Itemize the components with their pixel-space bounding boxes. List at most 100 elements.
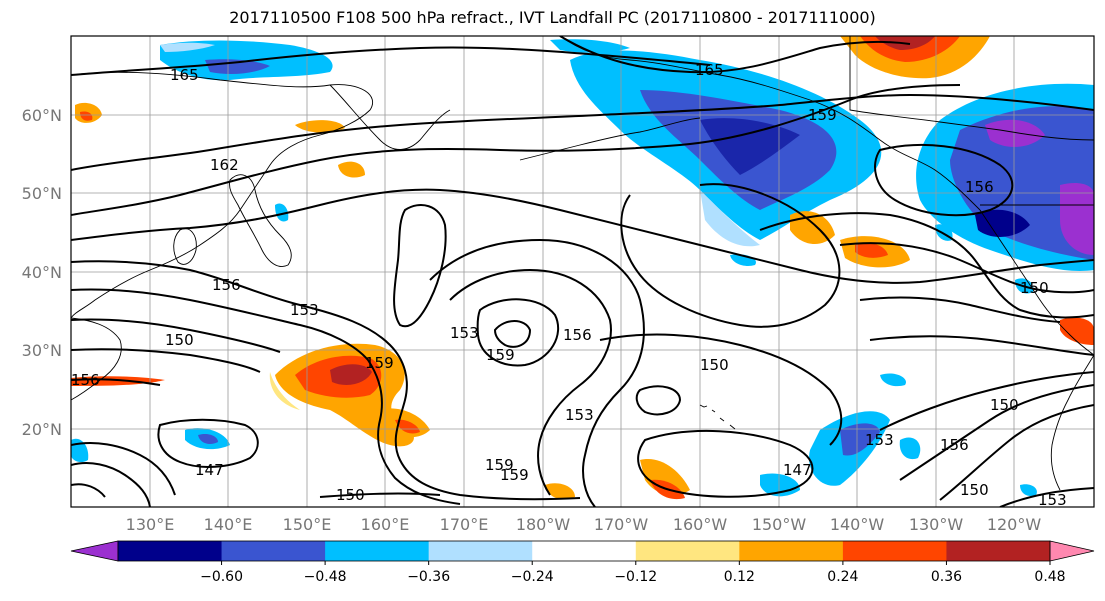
shading-darkred-central [330,364,372,385]
contour-label: 153 [1038,491,1067,509]
contour-sw-3 [71,483,106,498]
lon-label: 130°W [909,515,964,534]
contour-label: 153 [565,406,594,424]
colorbar-tick-label: −0.36 [407,569,450,585]
shading-navy-canada [975,209,1030,237]
contour-label: 153 [290,301,319,319]
contour-label: 156 [212,276,241,294]
contour-147 [71,378,161,386]
contour-label: 150 [336,486,365,504]
coast-aleutians [519,117,701,161]
contour-159-north [71,84,961,216]
lat-label: 30°N [22,341,62,360]
contour-inner-1 [71,188,1094,284]
contour-label: 147 [783,461,812,479]
lon-label: 160°W [673,515,728,534]
contour-east-2 [839,242,1094,294]
colorbar-tick-label: −0.60 [200,569,243,585]
contour-south-east-2 [899,384,1094,481]
colorbar-segment [532,541,637,561]
lat-label: 50°N [22,184,62,203]
shading-blob-11 [395,419,420,434]
colorbar-extend-low [70,540,119,562]
colorbar-segment [221,541,326,561]
shading-blob-5 [855,243,888,258]
contour-label: 150 [990,396,1019,414]
contour-label: 156 [940,436,969,454]
contour-label: 156 [965,178,994,196]
lon-label: 140°W [830,515,885,534]
contour-156-west [71,260,581,501]
contour-sw-1 [71,442,176,496]
shading-sky-4 [1020,484,1037,496]
shading-blue-south-1 [840,423,880,456]
colorbar: −0.60 −0.48 −0.36 −0.24 −0.12 0.12 0.24 0.36 0.4… [70,540,1095,585]
contour-label: 153 [450,324,479,342]
contour-loop-159-inner [493,320,532,348]
shading-blob-6 [1060,317,1094,345]
coast-canada [979,209,1094,356]
shading-purple-canada [985,119,1045,147]
contour-mid-1 [449,268,612,496]
colorbar-frame [117,540,1051,562]
lon-label: 140°E [204,515,253,534]
contour-label: 162 [210,156,239,174]
lon-label: 160°E [361,515,410,534]
coast-japan [229,174,292,267]
contour-150b [71,348,261,373]
lon-label: 170°W [594,515,649,534]
shading-blue-south-3 [198,433,218,444]
coast-hawaii [699,404,736,430]
colorbar-tick-label: 0.24 [827,569,858,585]
contour-label: 156 [71,371,100,389]
contour-sw-147 [157,418,259,468]
contour-mid-2 [429,238,645,507]
lat-label: 40°N [22,263,62,282]
shading-sky-2 [880,373,906,387]
colorbar-segment [325,541,430,561]
lon-label: 150°E [283,515,332,534]
map-area: 165 165 162 159 150 156 153 150 153 159 … [71,36,1094,509]
shading-red-60n [80,111,93,121]
colorbar-extend-high [1049,540,1095,562]
contour-east-1 [759,212,1094,319]
contour-165b [559,36,911,74]
contour-165 [71,46,711,76]
shading-navy-alaska [700,118,800,175]
contour-label: 150 [700,356,729,374]
lon-label: 130°E [126,515,175,534]
contour-south-east-1 [879,371,1094,431]
contour-alaska-curve [620,183,841,328]
longitude-labels: 130°E 140°E 150°E 160°E 170°E 180°W 170°… [126,515,1042,534]
shading-blob-1 [295,120,345,133]
colorbar-tick-label: 0.36 [931,569,962,585]
contour-ne-loop [874,144,1014,217]
colorbar-segment [946,541,1051,561]
latitude-labels: 60°N 50°N 40°N 30°N 20°N [22,106,62,439]
contour-153-se [999,487,1094,507]
shading-sky-3 [899,437,921,460]
colorbar-tick-label: 0.48 [1034,569,1065,585]
colorbar-segment [428,541,533,561]
contour-south-east-3 [939,404,1094,501]
contour-sw-2 [71,462,151,507]
colorbar-segment [842,541,947,561]
contour-label: 165 [170,66,199,84]
contour-east-4 [869,335,1094,356]
colorbar-tick-label: −0.12 [614,569,657,585]
contour-labels: 165 165 162 159 150 156 153 150 153 159 … [71,61,1067,509]
shading-yellow-central [269,372,300,410]
colorbar-segment [118,541,223,561]
map-frame [70,35,1095,508]
contour-150-south [319,492,441,498]
shading-sky-jp [275,203,289,222]
colorbar-segment [739,541,844,561]
contour-label: 156 [563,326,592,344]
lat-label: 60°N [22,106,62,125]
lon-label: 150°W [752,515,807,534]
shading-blob-2 [338,161,365,178]
contour-loop-mid [635,385,682,416]
contour-label: 159 [365,354,394,372]
contour-label: 159 [500,466,529,484]
coast-alaska [559,36,981,211]
